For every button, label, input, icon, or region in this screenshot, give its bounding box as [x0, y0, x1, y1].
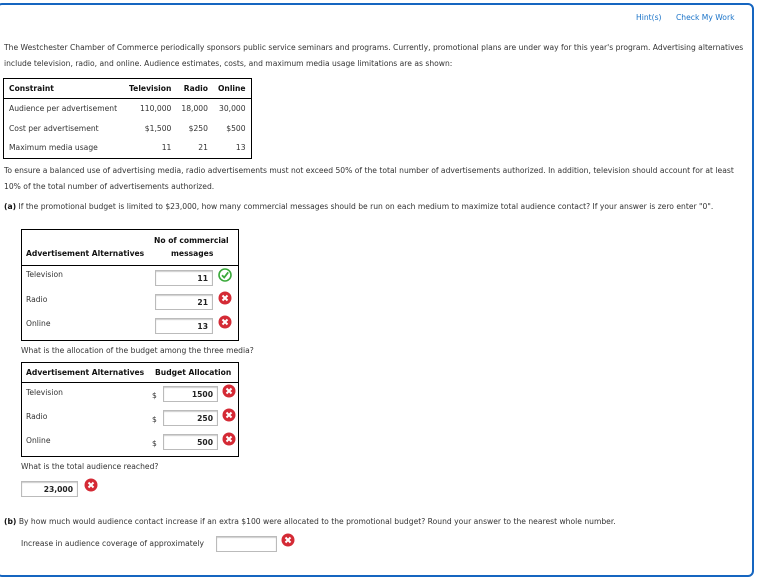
cell: Cost per advertisement [9, 123, 99, 133]
part-a-question: (a) If the promotional budget is limited… [4, 199, 749, 215]
incorrect-x-icon [218, 315, 232, 329]
increase-input[interactable] [216, 536, 277, 552]
table-row: Audience per advertisement 110,000 18,00… [4, 99, 252, 119]
incorrect-x-icon [222, 384, 236, 398]
incorrect-x-icon [222, 408, 236, 422]
check-my-work-link[interactable]: Check My Work [676, 13, 735, 22]
col-header: Advertisement Alternatives [26, 249, 145, 258]
online-budget-input[interactable]: 500 [163, 434, 218, 450]
cell: 18,000 [181, 104, 208, 114]
radio-messages-input[interactable]: 21 [155, 294, 213, 310]
intro-text: The Westchester Chamber of Commerce peri… [4, 43, 744, 68]
part-a-text: If the promotional budget is limited to … [18, 202, 714, 211]
radio-budget-input[interactable]: 250 [163, 410, 218, 426]
cell: Audience per advertisement [9, 104, 118, 114]
increase-prompt: Increase in audience coverage of approxi… [21, 539, 204, 548]
row-label-television: Television [26, 270, 63, 279]
row-label-radio: Radio [26, 412, 48, 421]
cell: $250 [188, 123, 208, 133]
incorrect-x-icon [218, 291, 232, 305]
cell: Maximum media usage [9, 143, 98, 153]
col-header: Online [212, 78, 252, 99]
incorrect-x-icon [84, 478, 98, 492]
part-b-text: By how much would audience contact incre… [18, 517, 616, 526]
currency-symbol: $ [152, 439, 157, 448]
part-b-question: (b) By how much would audience contact i… [4, 517, 616, 526]
online-messages-input[interactable]: 13 [155, 318, 213, 334]
col-header: Advertisement Alternatives [26, 368, 145, 377]
hints-link[interactable]: Hint(s) [636, 13, 662, 22]
part-b-label: (b) [4, 517, 17, 526]
incorrect-x-icon [281, 533, 295, 547]
television-messages-input[interactable]: 11 [155, 270, 213, 286]
allocation-table: Advertisement Alternatives Budget Alloca… [21, 362, 239, 457]
cell: 13 [235, 143, 246, 153]
part-a-label: (a) [4, 202, 17, 211]
cell: 21 [198, 143, 208, 153]
cell: 110,000 [139, 104, 172, 114]
row-label-online: Online [26, 436, 51, 445]
currency-symbol: $ [152, 391, 157, 400]
col-header: Constraint [3, 78, 124, 99]
audience-question: What is the total audience reached? [21, 462, 159, 471]
cell: $1,500 [144, 123, 172, 133]
balance-text: To ensure a balanced use of advertising … [4, 166, 734, 191]
col-header: Budget Allocation [155, 368, 232, 377]
row-label-television: Television [26, 388, 63, 397]
col-header: Television [124, 78, 177, 99]
total-audience-input[interactable]: 23,000 [21, 481, 78, 497]
col-header: messages [171, 249, 214, 258]
col-header: No of commercial [154, 236, 229, 245]
row-label-radio: Radio [26, 295, 48, 304]
incorrect-x-icon [222, 432, 236, 446]
correct-check-icon [218, 268, 232, 282]
table-row: Maximum media usage 11 21 13 [4, 138, 252, 158]
cell: 30,000 [219, 104, 246, 114]
table-row: Cost per advertisement $1,500 $250 $500 [4, 119, 252, 139]
cell: $500 [226, 123, 246, 133]
row-label-online: Online [26, 319, 51, 328]
television-budget-input[interactable]: 1500 [163, 386, 218, 402]
col-header: Radio [176, 78, 213, 99]
allocation-question: What is the allocation of the budget amo… [21, 346, 254, 355]
constraint-table: Constraint Television Radio Online Audie… [3, 78, 252, 159]
messages-table: Advertisement Alternatives No of commerc… [21, 229, 239, 341]
cell: 11 [161, 143, 172, 153]
currency-symbol: $ [152, 415, 157, 424]
